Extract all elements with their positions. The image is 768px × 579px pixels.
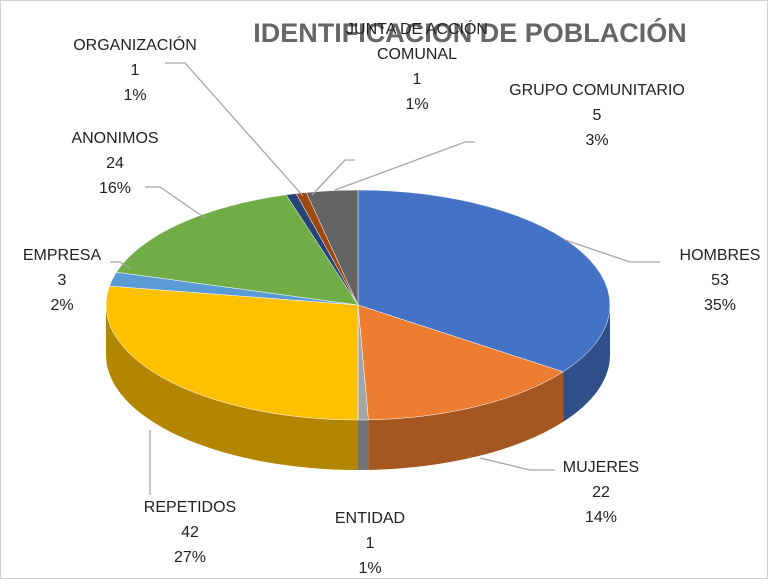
- slice-side-shade: [358, 419, 369, 470]
- label-name: REPETIDOS: [143, 499, 237, 516]
- label-value: 1: [412, 71, 422, 88]
- data-label: EMPRESA 3 2%: [12, 243, 112, 318]
- label-value: 22: [592, 484, 610, 501]
- label-percent: 1%: [358, 560, 382, 577]
- chart-title: IDENTIFICACION DE POBLACIÓN: [253, 18, 687, 48]
- slice: [357, 304, 564, 421]
- label-percent: 27%: [173, 549, 207, 566]
- label-percent: 35%: [703, 297, 737, 314]
- leader-line: [479, 457, 555, 471]
- label-name: EMPRESA: [22, 247, 102, 264]
- slice-side: [358, 419, 369, 470]
- label-name: MUJERES: [562, 459, 640, 476]
- slice: [305, 189, 359, 306]
- slice-side-shade: [563, 305, 610, 422]
- label-name: GRUPO COMUNITARIO: [509, 82, 685, 99]
- label-value: 1: [130, 62, 140, 79]
- label-percent: 3%: [585, 132, 609, 149]
- label-value: 3: [57, 272, 67, 289]
- slice: [116, 194, 359, 306]
- data-label: GRUPO COMUNITARIO 5 3%: [487, 78, 707, 153]
- label-value: 53: [711, 272, 729, 289]
- data-label: ORGANIZACIÓN 1 1%: [55, 33, 215, 108]
- label-percent: 1%: [405, 96, 429, 113]
- label-percent: 1%: [123, 87, 147, 104]
- label-name: JUNTA DE ACCIÓN COMUNAL: [346, 21, 488, 63]
- leader-line: [311, 159, 355, 196]
- label-value: 5: [592, 107, 602, 124]
- data-label: ENTIDAD 1 1%: [310, 506, 430, 579]
- label-name: ANONIMOS: [71, 130, 159, 147]
- label-value: 24: [106, 155, 124, 172]
- label-value: 42: [181, 524, 199, 541]
- slice-side: [368, 371, 564, 470]
- leader-line: [165, 62, 304, 197]
- data-label: REPETIDOS 42 27%: [120, 495, 260, 570]
- label-name: ORGANIZACIÓN: [73, 37, 197, 54]
- label-value: 1: [365, 535, 375, 552]
- leader-line: [145, 186, 206, 219]
- slice: [105, 285, 359, 421]
- data-label: JUNTA DE ACCIÓN COMUNAL 1 1%: [337, 17, 497, 117]
- label-percent: 16%: [98, 180, 132, 197]
- slice-side-shade: [106, 305, 358, 470]
- label-name: ENTIDAD: [334, 510, 406, 527]
- data-label: HOMBRES 53 35%: [660, 243, 768, 318]
- data-label: MUJERES 22 14%: [541, 455, 661, 530]
- leader-line: [334, 141, 475, 191]
- leader-line: [564, 239, 660, 263]
- slice-side: [563, 305, 610, 422]
- slice-side: [106, 305, 358, 470]
- slice: [357, 189, 611, 373]
- label-percent: 14%: [584, 509, 618, 526]
- label-name: HOMBRES: [679, 247, 761, 264]
- leader-line: [110, 261, 131, 269]
- data-label: ANONIMOS 24 16%: [55, 126, 175, 201]
- label-percent: 2%: [50, 297, 74, 314]
- slice-side-shade: [368, 371, 564, 470]
